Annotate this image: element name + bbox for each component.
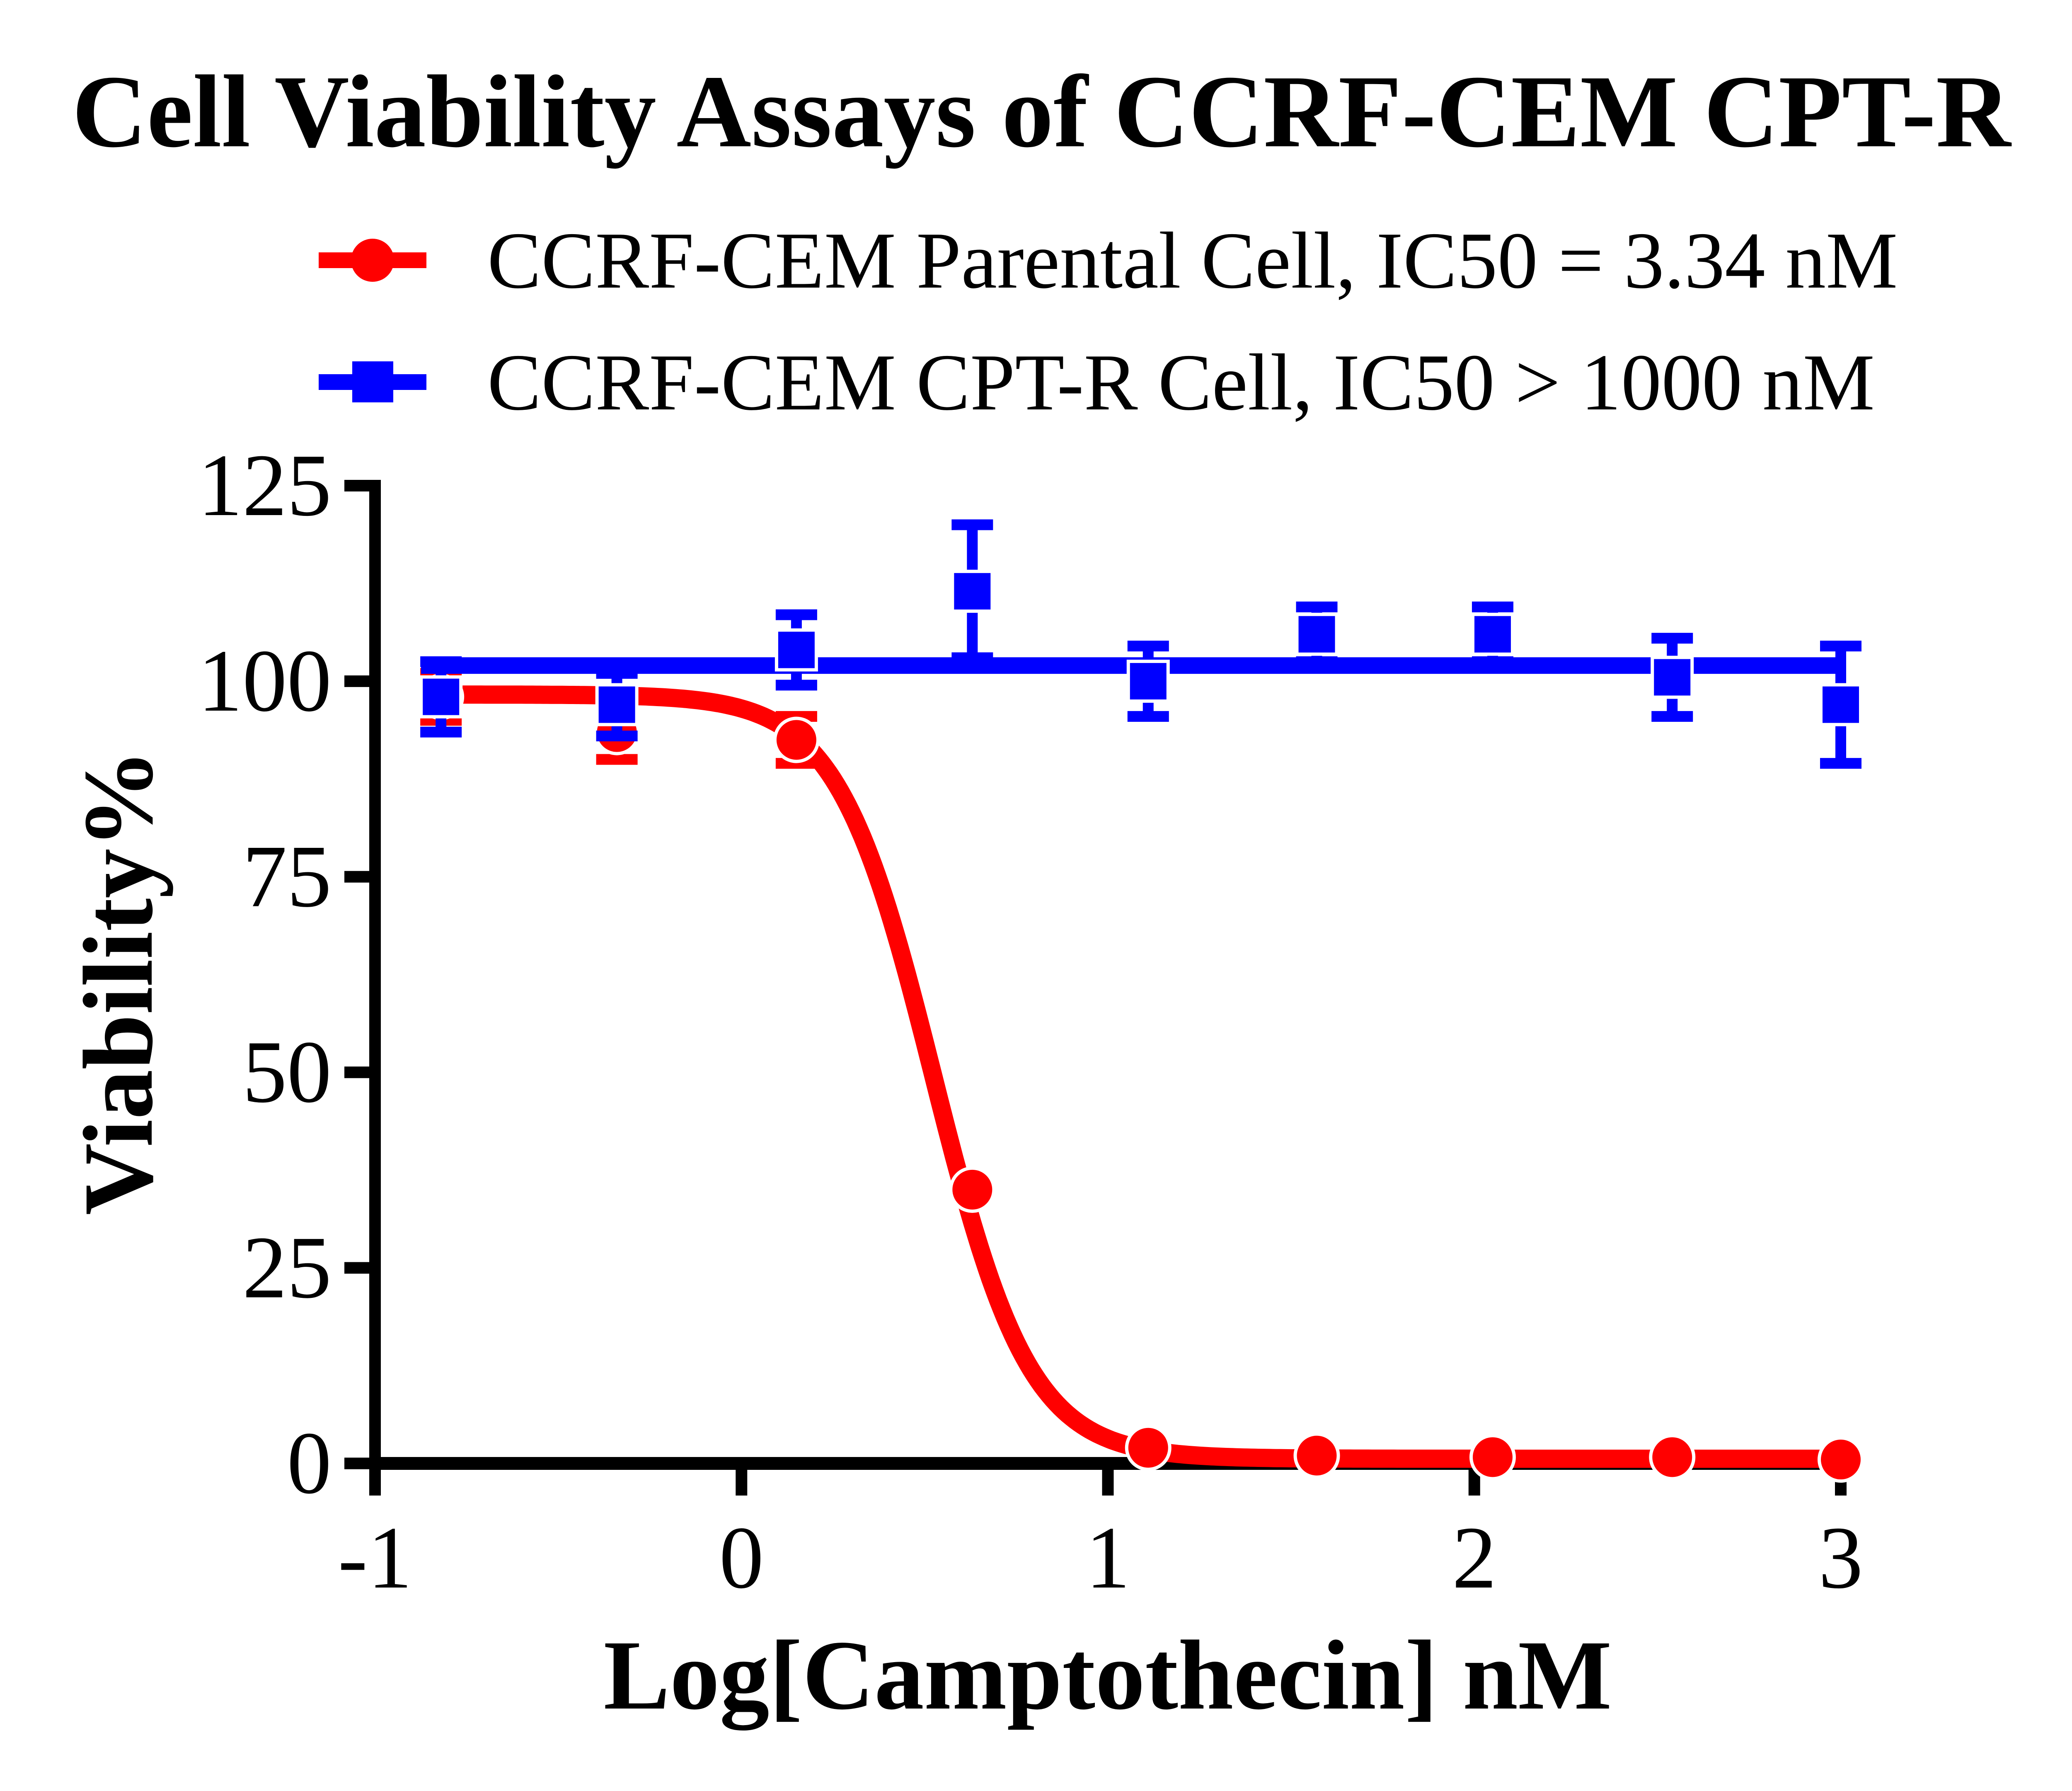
- x-tick-label-1: 1: [1086, 1508, 1130, 1607]
- cptr-legend-label: CCRF-CEM CPT-R Cell, IC50 > 1000 nM: [487, 338, 1875, 427]
- parental-legend-circle-icon: [351, 239, 394, 282]
- y-tick-label-125: 125: [198, 436, 332, 535]
- y-tick-125: [344, 480, 369, 491]
- y-tick-0: [344, 1457, 369, 1469]
- x-tick-label-0: 0: [719, 1508, 764, 1607]
- cptr-legend-marker: [319, 328, 426, 436]
- x-axis-title: Log[Camptothecin] nM: [603, 1620, 1612, 1730]
- y-tick-50: [344, 1066, 369, 1078]
- x-tick-label-2: 2: [1452, 1508, 1497, 1607]
- cptr-point-1: [595, 683, 639, 726]
- parental-point-8: [1818, 1436, 1864, 1483]
- cptr-point-7: [1651, 656, 1694, 699]
- parental-point-3: [949, 1166, 996, 1213]
- cptr-point-6: [1471, 612, 1514, 656]
- chart-title: Cell Viability Assays of CCRF-CEM CPT-R: [72, 54, 2011, 169]
- y-axis-line: [369, 480, 381, 1470]
- cptr-point-4: [1126, 659, 1170, 703]
- parental-point-2: [773, 716, 820, 763]
- x-tick-label--1: -1: [338, 1508, 412, 1607]
- x-tick--1: [369, 1470, 381, 1496]
- x-tick-1: [1102, 1470, 1114, 1496]
- legend-row-cptr: CCRF-CEM CPT-R Cell, IC50 > 1000 nM: [0, 328, 2072, 436]
- y-tick-25: [344, 1262, 369, 1274]
- legend-row-parental: CCRF-CEM Parental Cell, IC50 = 3.34 nM: [0, 206, 2072, 314]
- parental-point-7: [1649, 1434, 1696, 1481]
- x-tick-0: [736, 1470, 748, 1496]
- parental-point-4: [1125, 1424, 1172, 1471]
- y-tick-label-75: 75: [242, 827, 332, 926]
- cptr-point-8: [1819, 683, 1862, 726]
- cptr-point-3: [951, 569, 994, 613]
- cptr-legend-square-icon: [352, 361, 393, 402]
- y-tick-100: [344, 675, 369, 687]
- parental-fit-curve: [423, 685, 1848, 1468]
- cptr-point-2: [775, 628, 818, 672]
- y-tick-75: [344, 871, 369, 883]
- parental-legend-marker: [319, 206, 426, 314]
- cptr-point-0: [419, 675, 463, 719]
- y-tick-label-50: 50: [242, 1022, 332, 1121]
- parental-legend-label: CCRF-CEM Parental Cell, IC50 = 3.34 nM: [487, 216, 1898, 305]
- cptr-point-5: [1295, 612, 1339, 656]
- x-tick-label-3: 3: [1818, 1508, 1863, 1607]
- parental-point-5: [1293, 1432, 1340, 1479]
- y-tick-label-100: 100: [198, 631, 332, 730]
- y-tick-label-0: 0: [287, 1413, 332, 1513]
- parental-point-6: [1469, 1434, 1516, 1481]
- y-tick-label-25: 25: [242, 1218, 332, 1317]
